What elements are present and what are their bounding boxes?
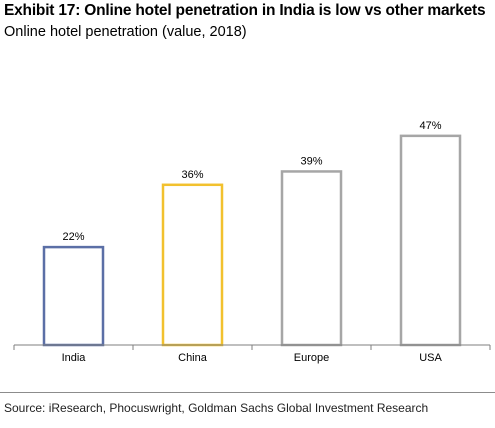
data-label-india: 22%: [62, 231, 84, 243]
chart-title: Exhibit 17: Online hotel penetration in …: [4, 2, 486, 19]
x-tick-label-europe: Europe: [294, 352, 329, 364]
bar-chart: 22% India 36% China 39% Europe 47% USA: [13, 120, 491, 364]
chart-subtitle: Online hotel penetration (value, 2018): [4, 24, 247, 40]
footer-divider: [0, 392, 495, 393]
x-tick-label-china: China: [178, 352, 208, 364]
bar-europe: [280, 170, 343, 347]
bar-china: [161, 183, 224, 347]
data-label-china: 36%: [181, 169, 203, 181]
bar-india: [42, 245, 105, 347]
data-label-usa: 47%: [419, 120, 441, 132]
data-label-europe: 39%: [300, 155, 322, 167]
bar-usa: [399, 134, 462, 347]
x-tick-label-usa: USA: [419, 352, 442, 364]
x-tick-label-india: India: [62, 352, 87, 364]
source-note: Source: iResearch, Phocuswright, Goldman…: [4, 401, 429, 415]
